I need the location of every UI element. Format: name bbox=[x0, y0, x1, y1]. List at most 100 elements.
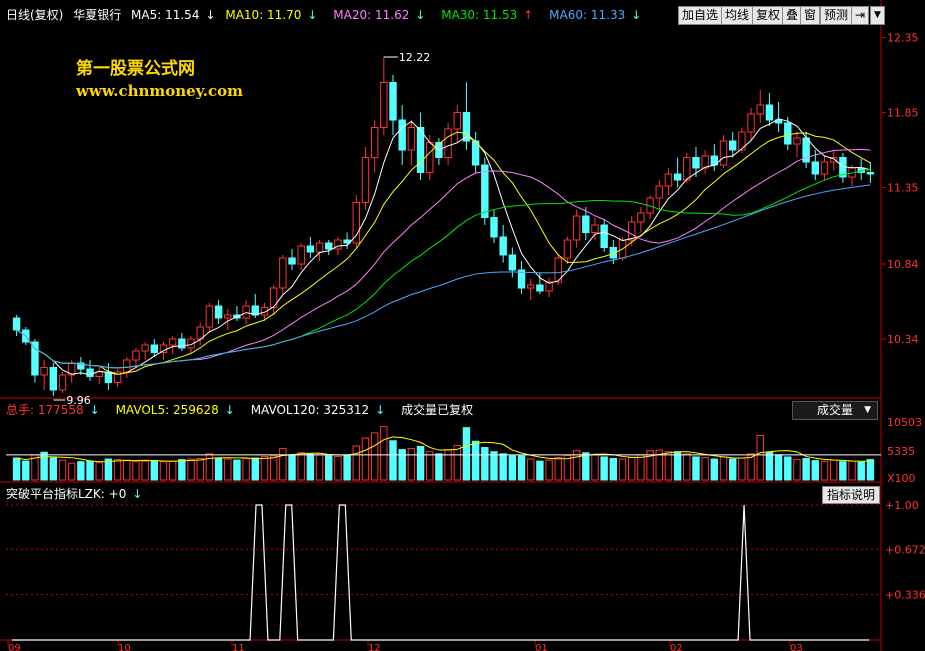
candle bbox=[159, 344, 168, 353]
candle bbox=[866, 172, 875, 175]
volume-bar bbox=[545, 459, 553, 481]
volume-bar bbox=[453, 444, 461, 481]
volume-bar bbox=[123, 459, 131, 481]
candle bbox=[462, 112, 471, 142]
candle bbox=[774, 119, 783, 124]
volume-bar bbox=[683, 453, 691, 481]
volume-bar bbox=[67, 462, 76, 481]
period-label[interactable]: 日线(复权) bbox=[6, 8, 64, 22]
toolbar-button-2[interactable]: 复权 bbox=[752, 6, 785, 25]
candle bbox=[747, 113, 755, 133]
indicator-tick-label: +1.00 bbox=[885, 499, 919, 512]
volume-bar bbox=[609, 458, 618, 481]
candle bbox=[508, 254, 517, 271]
candle bbox=[334, 239, 342, 250]
candle bbox=[288, 257, 296, 265]
volume-bar bbox=[168, 460, 177, 481]
candle bbox=[545, 281, 553, 292]
x-tick-label: 03 bbox=[790, 643, 803, 651]
volume-bar bbox=[784, 456, 792, 481]
candle bbox=[637, 212, 645, 223]
volume-bar bbox=[747, 453, 755, 481]
candle bbox=[178, 338, 186, 349]
candle bbox=[260, 307, 269, 316]
volume-bar bbox=[95, 462, 103, 481]
indicator-tick-label: +0.336 bbox=[885, 589, 925, 602]
ma30-line bbox=[16, 168, 871, 369]
indicator-help-button[interactable]: 指标说明 bbox=[822, 486, 881, 504]
volume-bar bbox=[288, 454, 296, 481]
candle bbox=[113, 371, 122, 383]
candle bbox=[591, 224, 599, 233]
indicator-line bbox=[12, 504, 870, 641]
candle bbox=[499, 236, 507, 256]
volume-bar bbox=[811, 460, 820, 481]
price-tick-label: 11.35 bbox=[887, 182, 919, 195]
volume-bar bbox=[343, 454, 351, 481]
volume-bar bbox=[205, 453, 214, 481]
indicator-header: 突破平台指标LZK: +0 ↓ bbox=[6, 487, 143, 501]
volume-bar bbox=[315, 454, 324, 481]
ma5-line bbox=[16, 118, 871, 376]
volume-bar bbox=[499, 453, 507, 481]
ma60-label: MA60: 11.33 ↓ bbox=[549, 8, 642, 22]
candle bbox=[168, 338, 177, 346]
volume-bar bbox=[719, 456, 728, 481]
volume-bar bbox=[224, 458, 232, 481]
volume-bar bbox=[260, 455, 269, 481]
candle bbox=[86, 368, 94, 377]
price-tick-label: 12.35 bbox=[887, 32, 919, 45]
volume-bar bbox=[389, 440, 397, 481]
volume-bar bbox=[756, 434, 764, 481]
volume-bar bbox=[839, 461, 847, 481]
volume-bar bbox=[563, 454, 572, 481]
volume-bar bbox=[701, 456, 709, 481]
candle bbox=[554, 257, 562, 283]
candle bbox=[683, 157, 691, 181]
volume-bar bbox=[187, 458, 195, 481]
toolbar-button-5[interactable]: 预测 bbox=[820, 6, 853, 25]
candle bbox=[297, 245, 305, 265]
volume-bar bbox=[462, 427, 471, 481]
volume-bar bbox=[692, 456, 700, 481]
candle bbox=[49, 367, 58, 391]
volume-bar bbox=[618, 458, 627, 481]
ma10-line bbox=[16, 131, 871, 375]
volume-bar bbox=[40, 451, 48, 481]
chevron-down-icon[interactable]: ▼ bbox=[870, 6, 885, 25]
watermark-title: 第一股票公式网 bbox=[76, 59, 195, 79]
candle bbox=[517, 269, 526, 289]
volume-bar bbox=[627, 456, 636, 481]
candle bbox=[820, 161, 829, 175]
volume-total: 总手: 177558 ↓ bbox=[6, 403, 100, 417]
toolbar-button-0[interactable]: 加自选 bbox=[678, 6, 723, 25]
candle bbox=[132, 350, 140, 361]
indicator-label: 突破平台指标LZK: +0 bbox=[6, 487, 127, 501]
ma20-line bbox=[16, 148, 871, 369]
indicator-tick-label: +0.672 bbox=[885, 543, 925, 556]
toolbar-button-1[interactable]: 均线 bbox=[721, 6, 754, 25]
volume-bar bbox=[444, 449, 452, 481]
ma20-label: MA20: 11.62 ↓ bbox=[333, 8, 426, 22]
candle bbox=[582, 215, 590, 233]
volume-note: 成交量已复权 bbox=[401, 403, 474, 417]
candle bbox=[600, 224, 608, 248]
candle bbox=[701, 155, 709, 169]
arrow-right-icon[interactable]: ⇥ bbox=[851, 6, 870, 25]
volume-bar bbox=[738, 457, 746, 481]
toolbar-button-3[interactable]: 叠 bbox=[782, 6, 803, 25]
watermark-url: www.chnmoney.com bbox=[76, 82, 243, 100]
candle bbox=[251, 305, 260, 316]
volume-bar bbox=[857, 461, 865, 481]
volume-dropdown-label: 成交量 bbox=[817, 403, 854, 417]
volume-dropdown[interactable]: 成交量 ▼ bbox=[792, 401, 879, 420]
candle bbox=[481, 164, 489, 218]
candle bbox=[563, 239, 572, 259]
volume-tick-label: 5335 bbox=[887, 445, 915, 458]
mavol5-line bbox=[16, 436, 871, 463]
toolbar-button-4[interactable]: 窗 bbox=[800, 6, 821, 25]
volume-bar bbox=[426, 451, 434, 481]
volume-bar bbox=[251, 457, 260, 481]
ma10-label: MA10: 11.70 ↓ bbox=[225, 8, 318, 22]
